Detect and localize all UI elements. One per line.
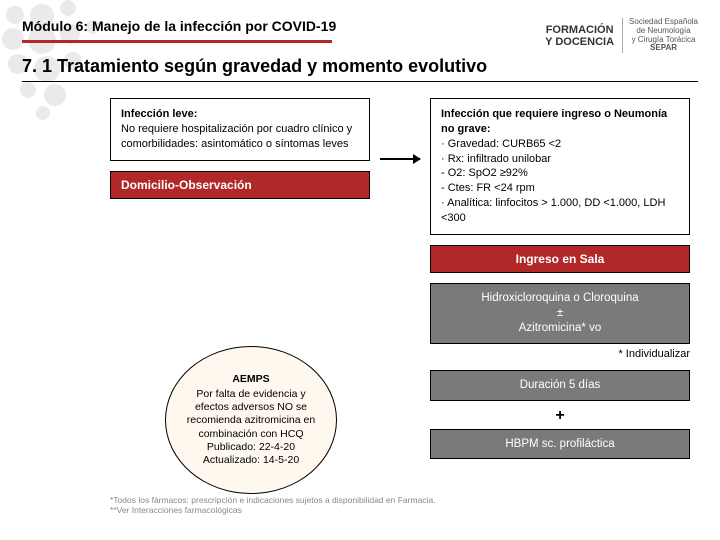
mild-title: Infección leve: <box>121 107 359 122</box>
arrow-icon <box>380 158 420 160</box>
header-accent-line <box>22 40 332 43</box>
mild-infection-box: Infección leve: No requiere hospitalizac… <box>110 98 370 161</box>
treatment-2: Azitromicina* vo <box>441 321 679 336</box>
header-logos: FORMACIÓN Y DOCENCIA Sociedad Española d… <box>545 18 698 53</box>
callout-title: AEMPS <box>232 373 269 386</box>
footnote-line: *Todos los fármacos: prescripción e indi… <box>110 495 436 506</box>
admission-bullet: · Rx: infiltrado unilobar <box>441 152 679 167</box>
duration-band: Duración 5 días <box>430 370 690 401</box>
admission-bullet: - O2: SpO2 ≥92% <box>441 166 679 181</box>
admission-bullet: · Analítica: linfocitos > 1.000, DD <1.0… <box>441 196 679 226</box>
column-mild-infection: Infección leve: No requiere hospitalizac… <box>110 98 370 199</box>
section-title: 7. 1 Tratamiento según gravedad y moment… <box>22 56 698 82</box>
mild-location-band: Domicilio-Observación <box>110 171 370 199</box>
treatment-sep: ± <box>441 306 679 321</box>
mild-body: No requiere hospitalización por cuadro c… <box>121 122 359 152</box>
admission-bullet: · Gravedad: CURB65 <2 <box>441 137 679 152</box>
plus-icon: + <box>430 407 690 425</box>
individualize-note: * Individualizar <box>430 348 690 360</box>
column-admission: Infección que requiere ingreso o Neumoní… <box>430 98 690 459</box>
callout-body: Por falta de evidencia y efectos adverso… <box>180 388 322 441</box>
header: Módulo 6: Manejo de la infección por COV… <box>22 18 698 53</box>
treatment-1: Hidroxicloroquina o Cloroquina <box>441 291 679 306</box>
footnote: *Todos los fármacos: prescripción e indi… <box>110 495 436 516</box>
callout-updated: Actualizado: 14-5-20 <box>203 454 299 467</box>
content-area: Infección leve: No requiere hospitalizac… <box>110 98 690 530</box>
logo-separ: Sociedad Española de Neumología y Cirugí… <box>622 18 698 53</box>
footnote-line: **Ver Interacciones farmacológicas <box>110 505 436 516</box>
admission-bullet: - Ctes: FR <24 rpm <box>441 181 679 196</box>
hbpm-band: HBPM sc. profiláctica <box>430 429 690 460</box>
callout-published: Publicado: 22-4-20 <box>207 441 295 454</box>
admission-location-band: Ingreso en Sala <box>430 245 690 273</box>
treatment-band: Hidroxicloroquina o Cloroquina ± Azitrom… <box>430 283 690 344</box>
logo-formacion: FORMACIÓN Y DOCENCIA <box>545 24 614 48</box>
module-title: Módulo 6: Manejo de la infección por COV… <box>22 18 336 34</box>
admission-box: Infección que requiere ingreso o Neumoní… <box>430 98 690 235</box>
admission-title: Infección que requiere ingreso o Neumoní… <box>441 107 679 137</box>
aemps-callout: AEMPS Por falta de evidencia y efectos a… <box>165 346 337 494</box>
